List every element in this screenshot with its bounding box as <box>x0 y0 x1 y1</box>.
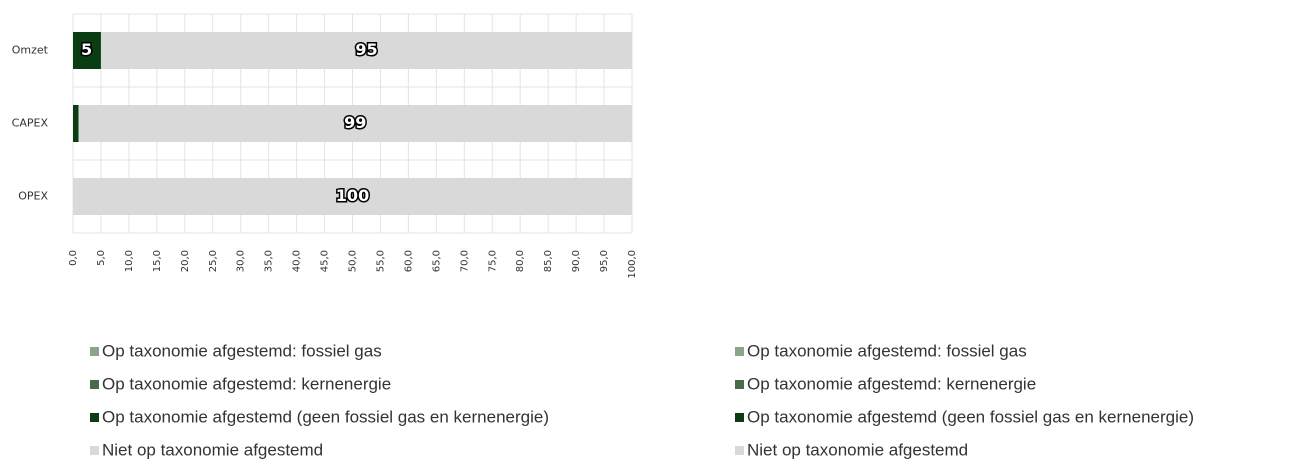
legend-label: Op taxonomie afgestemd: kernenergie <box>747 374 1036 393</box>
legend-swatch <box>90 446 99 455</box>
x-tick-label: 5,0 <box>96 250 107 266</box>
legend-swatch <box>735 347 744 356</box>
data-label: 5 <box>81 40 92 59</box>
legend-swatch <box>735 380 744 389</box>
x-tick-label: 85,0 <box>543 250 554 272</box>
legend-label: Op taxonomie afgestemd: kernenergie <box>102 374 391 393</box>
legend-label: Niet op taxonomie afgestemd <box>102 440 323 459</box>
x-tick-label: 10,0 <box>124 250 135 272</box>
bar-segment <box>73 32 101 69</box>
x-tick-label: 25,0 <box>208 250 219 272</box>
legend-swatch <box>90 413 99 422</box>
x-tick-label: 40,0 <box>292 250 303 272</box>
category-label: CAPEX <box>12 117 49 130</box>
legend-label: Op taxonomie afgestemd: fossiel gas <box>747 341 1027 360</box>
x-tick-label: 100,0 <box>627 250 638 279</box>
legend-label: Op taxonomie afgestemd: fossiel gas <box>102 341 382 360</box>
legend-swatch <box>90 347 99 356</box>
x-tick-label: 90,0 <box>571 250 582 272</box>
x-tick-label: 60,0 <box>403 250 414 272</box>
legend-swatch <box>90 380 99 389</box>
x-tick-label: 0,0 <box>68 250 79 266</box>
x-tick-label: 15,0 <box>152 250 163 272</box>
legend-label: Op taxonomie afgestemd (geen fossiel gas… <box>102 407 549 426</box>
data-label: 100 <box>336 186 369 205</box>
x-tick-label: 30,0 <box>236 250 247 272</box>
data-label: 95 <box>355 40 377 59</box>
category-label: Omzet <box>12 44 49 57</box>
legend-label: Op taxonomie afgestemd (geen fossiel gas… <box>747 407 1194 426</box>
x-tick-label: 70,0 <box>459 250 470 272</box>
legend-swatch <box>735 446 744 455</box>
x-tick-label: 80,0 <box>515 250 526 272</box>
x-tick-label: 55,0 <box>375 250 386 272</box>
x-tick-label: 50,0 <box>348 250 359 272</box>
x-tick-label: 75,0 <box>487 250 498 272</box>
bar-segment <box>100 32 632 69</box>
x-tick-label: 35,0 <box>264 250 275 272</box>
x-tick-label: 95,0 <box>599 250 610 272</box>
bar-segment <box>78 105 633 142</box>
x-tick-label: 65,0 <box>431 250 442 272</box>
legend-label: Niet op taxonomie afgestemd <box>747 440 968 459</box>
x-tick-label: 45,0 <box>320 250 331 272</box>
bar-segment <box>73 105 79 142</box>
data-label: 99 <box>344 113 366 132</box>
x-tick-label: 20,0 <box>180 250 191 272</box>
bar-segment <box>73 178 632 215</box>
category-label: OPEX <box>18 190 48 203</box>
legend-swatch <box>735 413 744 422</box>
